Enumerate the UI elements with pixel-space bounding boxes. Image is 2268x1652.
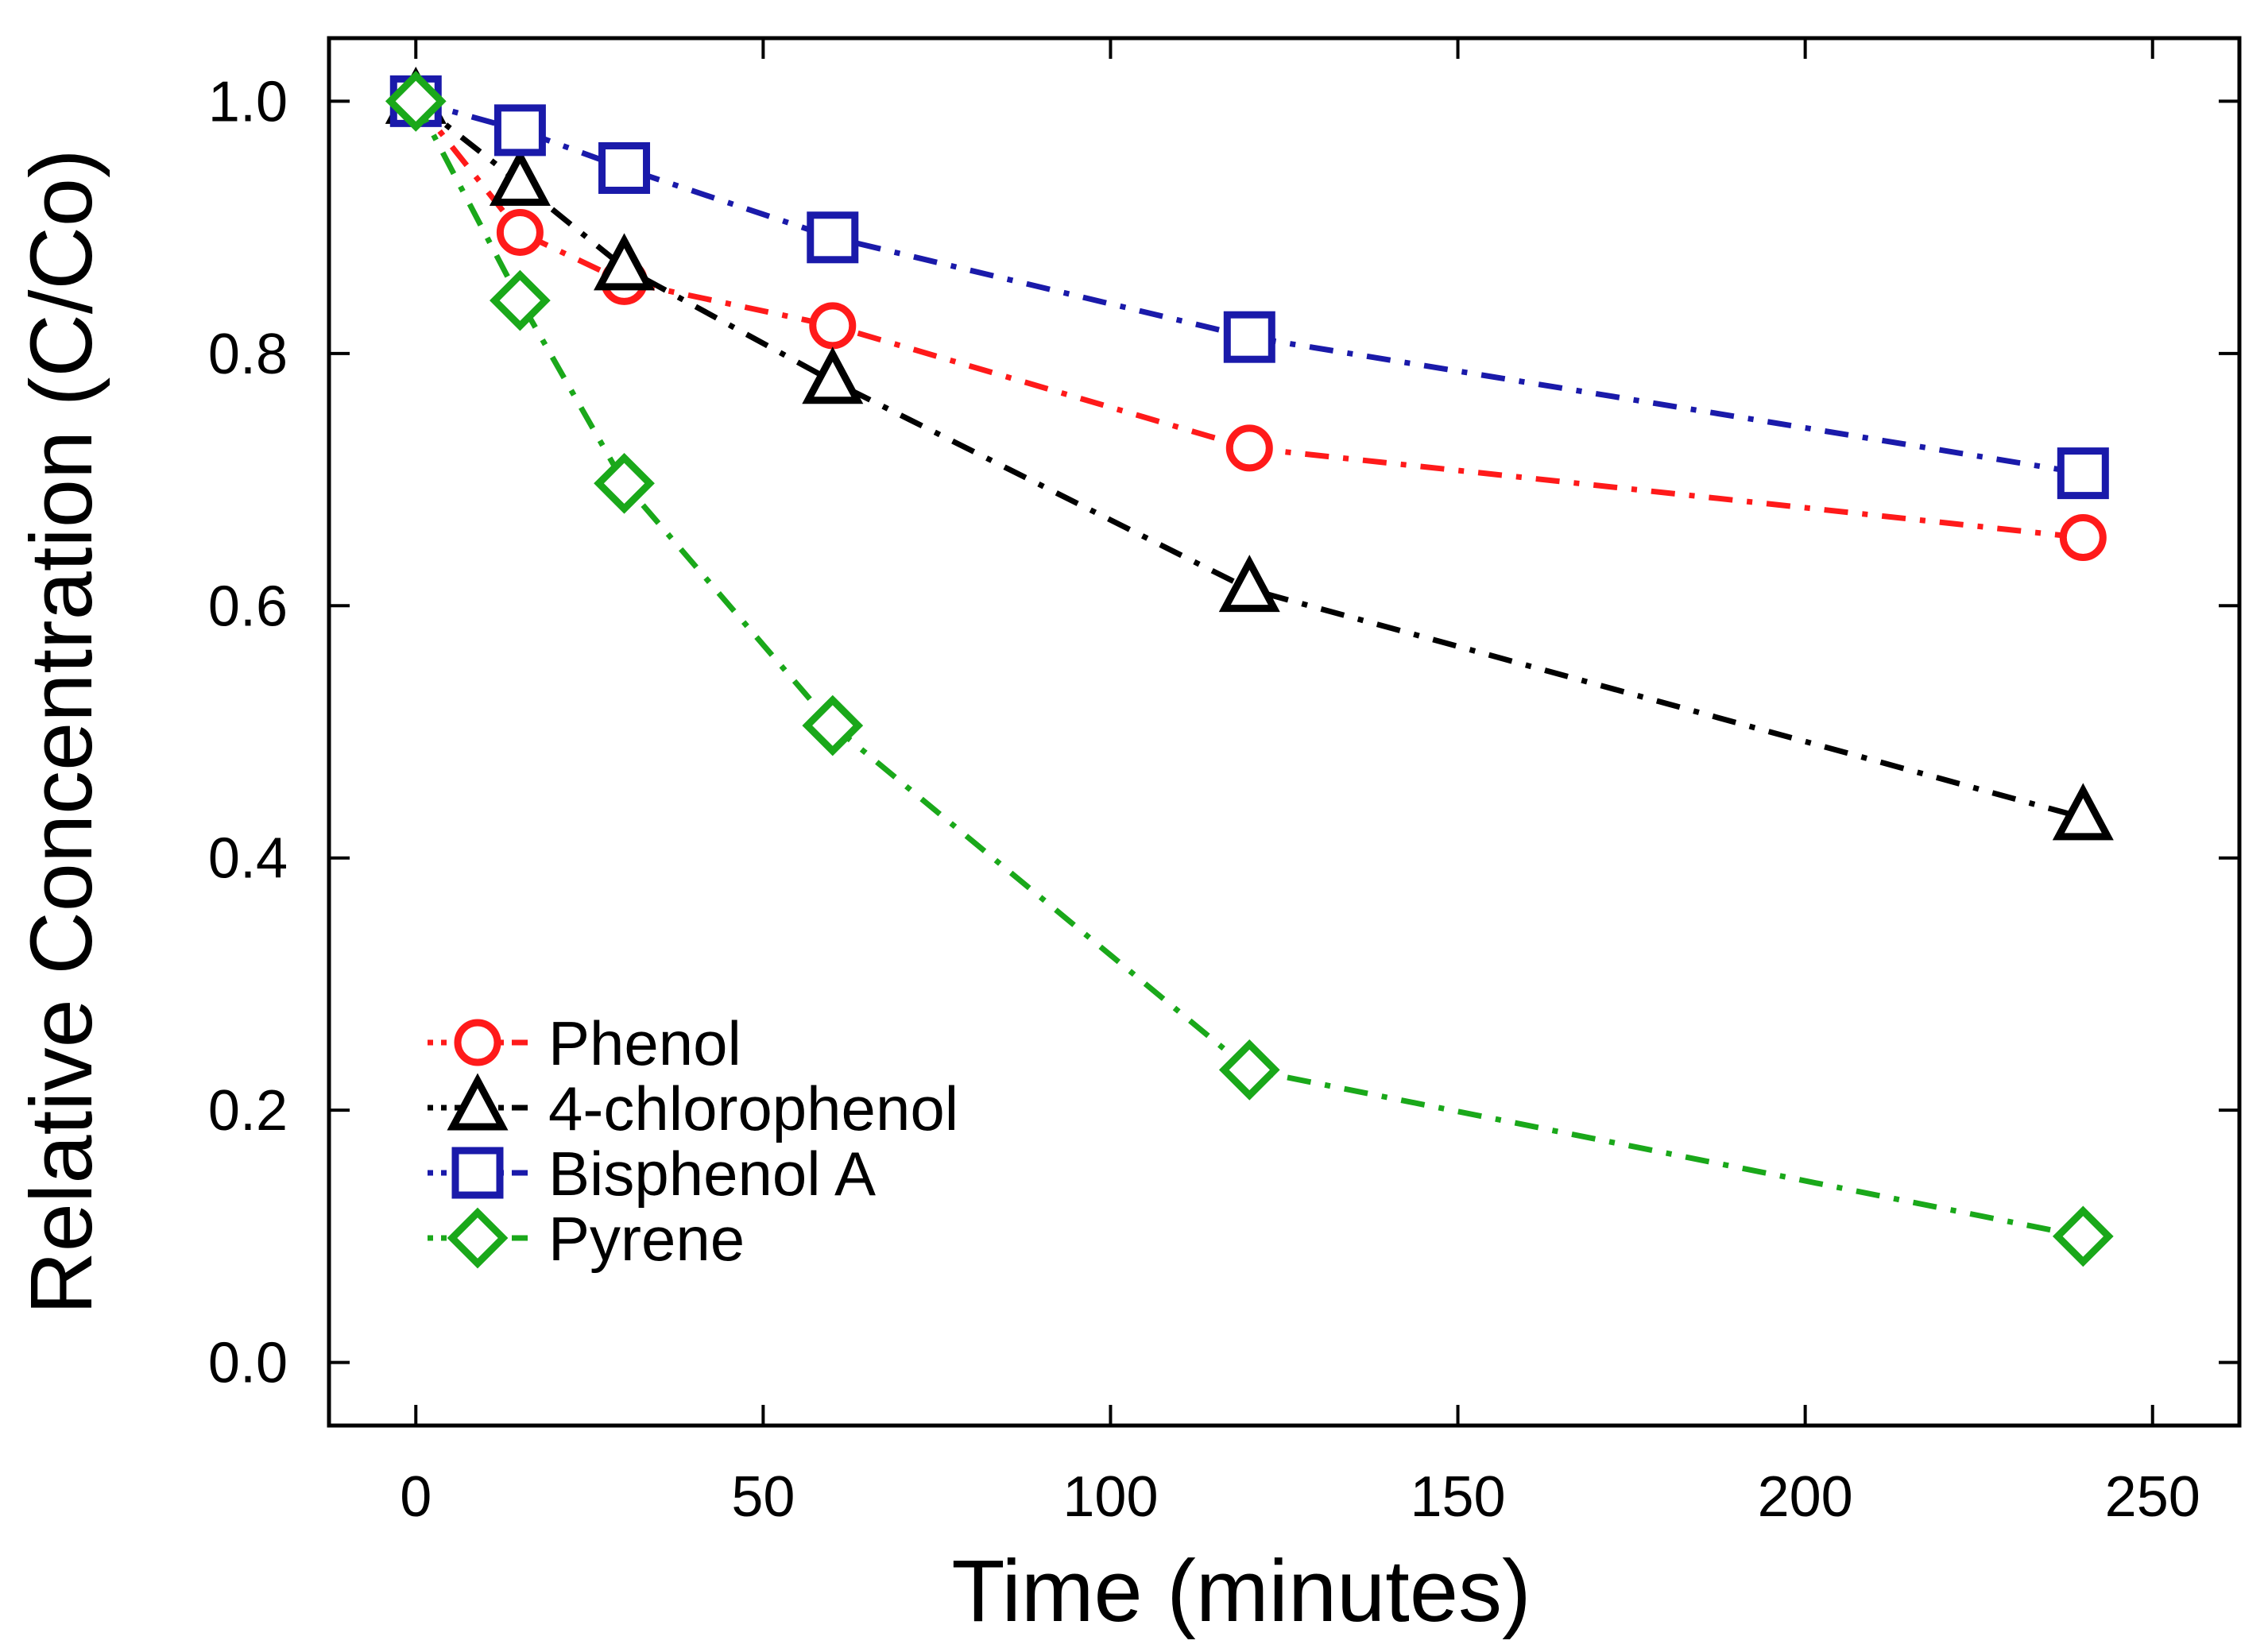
data-point-pyrene (594, 452, 655, 514)
legend-item-bisphenol-a: Bisphenol A (428, 1139, 876, 1209)
data-point-4-chlorophenol (594, 233, 656, 291)
data-point-pyrene (1218, 1039, 1280, 1101)
data-point-4-chlorophenol (802, 346, 864, 404)
data-point-phenol (809, 302, 857, 350)
series-line-pyrene (413, 99, 2084, 1240)
plot-frame (327, 36, 2242, 1428)
data-point-4-chlorophenol (489, 148, 551, 207)
data-point-bisphenol-a (2057, 447, 2109, 500)
legend-marker-square (451, 1147, 504, 1199)
data-point-4-chlorophenol (2052, 783, 2114, 841)
series-line-phenol (413, 99, 2084, 541)
legend-item-phenol: Phenol (428, 1008, 741, 1078)
legend-label: Bisphenol A (548, 1139, 876, 1209)
x-tick-label: 100 (1062, 1465, 1158, 1529)
legend-marker-diamond (447, 1207, 509, 1269)
data-point-bisphenol-a (807, 211, 859, 264)
series-line-4-chlorophenol (414, 99, 2084, 821)
legend-label: 4-chlorophenol (548, 1074, 958, 1143)
data-point-phenol (496, 208, 544, 256)
series-pyrene (385, 70, 2114, 1267)
legend-label: Pyrene (548, 1204, 745, 1274)
legend-marker-circle (454, 1019, 501, 1066)
x-tick-label: 0 (400, 1465, 432, 1529)
data-point-4-chlorophenol (1218, 555, 1280, 613)
y-tick-label: 0.8 (208, 323, 288, 386)
y-tick-label: 0.2 (208, 1079, 288, 1143)
y-tick-label: 0.4 (208, 827, 288, 891)
legend-marker-triangle (447, 1073, 509, 1131)
data-point-pyrene (2052, 1205, 2114, 1267)
series-layer (385, 66, 2114, 1267)
y-tick-label: 0.0 (208, 1332, 288, 1395)
data-point-bisphenol-a (598, 141, 651, 194)
legend-item-pyrene: Pyrene (428, 1204, 745, 1274)
data-point-pyrene (802, 694, 864, 756)
data-point-phenol (2059, 514, 2107, 562)
x-axis-title: Time (minutes) (951, 1542, 1531, 1640)
x-tick-label: 250 (2105, 1465, 2200, 1529)
series-line-bisphenol-a (415, 98, 2084, 477)
legend-label: Phenol (548, 1008, 741, 1078)
data-point-pyrene (385, 70, 447, 132)
x-tick-label: 200 (1758, 1465, 1853, 1529)
axis-ticks: 0 50 100 150 200 250 0.0 0.2 0.4 0.6 0.8 1.0 (208, 38, 2239, 1529)
legend-item-4-chlorophenol: 4-chlorophenol (428, 1073, 958, 1143)
data-point-bisphenol-a (493, 104, 546, 157)
y-tick-label: 1.0 (208, 70, 288, 133)
data-point-bisphenol-a (1223, 311, 1275, 363)
x-tick-label: 150 (1410, 1465, 1505, 1529)
y-tick-label: 0.6 (208, 575, 288, 638)
y-axis-title: Relative Concentration (C/Co) (13, 149, 110, 1314)
data-point-phenol (1225, 424, 1273, 472)
x-tick-label: 50 (731, 1465, 795, 1529)
data-point-pyrene (490, 269, 551, 331)
